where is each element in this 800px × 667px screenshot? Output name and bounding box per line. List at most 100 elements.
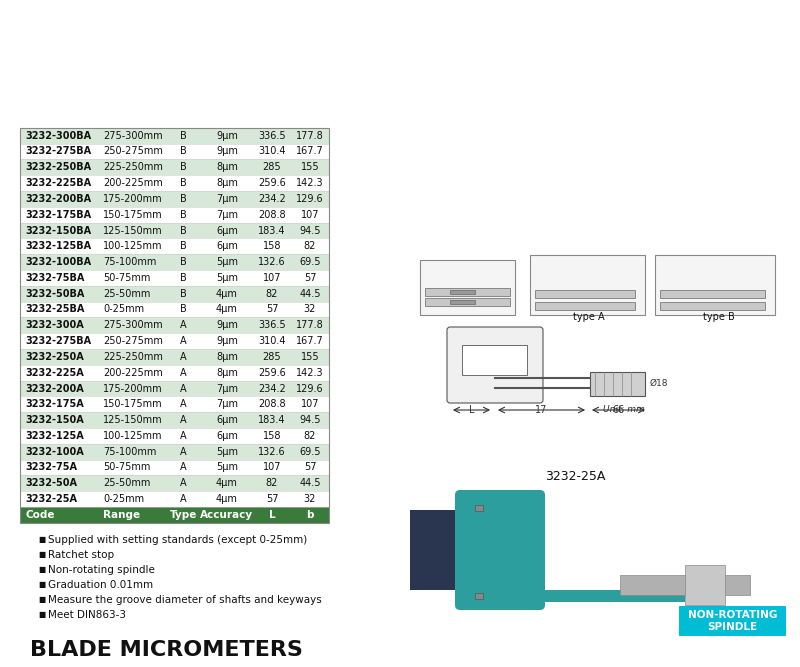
- Bar: [20, 143, 329, 159]
- Bar: [450, 300, 475, 304]
- Text: 142.3: 142.3: [296, 178, 324, 188]
- Text: 310.4: 310.4: [258, 336, 286, 346]
- Text: 200-225mm: 200-225mm: [103, 178, 162, 188]
- Text: 167.7: 167.7: [296, 147, 324, 157]
- Text: 50-75mm: 50-75mm: [103, 462, 150, 472]
- Text: A: A: [180, 494, 187, 504]
- Text: 82: 82: [304, 241, 316, 251]
- Text: 129.6: 129.6: [296, 384, 324, 394]
- Text: 275-300mm: 275-300mm: [103, 131, 162, 141]
- Text: A: A: [180, 320, 187, 330]
- Text: 129.6: 129.6: [296, 194, 324, 204]
- Bar: [590, 372, 645, 396]
- Bar: [410, 510, 465, 590]
- Text: 7μm: 7μm: [216, 194, 238, 204]
- Text: 8μm: 8μm: [216, 162, 238, 172]
- Bar: [20, 270, 329, 285]
- Bar: [535, 290, 635, 298]
- Bar: [20, 207, 329, 223]
- Text: B: B: [180, 131, 187, 141]
- Bar: [450, 290, 475, 294]
- Text: 44.5: 44.5: [299, 289, 321, 299]
- Text: 3232-75A: 3232-75A: [25, 462, 77, 472]
- Text: 5μm: 5μm: [216, 273, 238, 283]
- Text: 3232-175BA: 3232-175BA: [25, 209, 91, 219]
- Text: A: A: [180, 462, 187, 472]
- Text: 82: 82: [304, 431, 316, 441]
- Text: A: A: [180, 352, 187, 362]
- FancyBboxPatch shape: [455, 490, 545, 610]
- Text: BLADE MICROMETERS: BLADE MICROMETERS: [30, 640, 303, 660]
- Text: 6μm: 6μm: [216, 431, 238, 441]
- Text: 132.6: 132.6: [258, 447, 286, 457]
- Text: 32: 32: [304, 305, 316, 315]
- Bar: [20, 349, 329, 365]
- Text: 66: 66: [612, 405, 625, 415]
- Bar: [20, 175, 329, 191]
- Text: 158: 158: [262, 431, 282, 441]
- Text: 0.4: 0.4: [678, 306, 691, 315]
- Text: 57: 57: [304, 273, 316, 283]
- Bar: [20, 159, 329, 175]
- Text: 57: 57: [304, 462, 316, 472]
- Text: 3232-150BA: 3232-150BA: [25, 225, 91, 235]
- Text: NON-ROTATING
SPINDLE: NON-ROTATING SPINDLE: [688, 610, 777, 632]
- Text: 6: 6: [662, 271, 668, 279]
- Text: 75-100mm: 75-100mm: [103, 447, 156, 457]
- Text: 25-50mm: 25-50mm: [103, 478, 150, 488]
- Text: 150-175mm: 150-175mm: [103, 209, 162, 219]
- Text: Measure the groove diameter of shafts and keyways: Measure the groove diameter of shafts an…: [48, 595, 322, 605]
- Text: 3232-100A: 3232-100A: [25, 447, 84, 457]
- Text: B: B: [180, 241, 187, 251]
- Text: Ø18: Ø18: [650, 378, 669, 388]
- Text: b: b: [306, 510, 314, 520]
- Bar: [20, 223, 329, 238]
- Text: 5μm: 5μm: [216, 462, 238, 472]
- Text: 3232-200BA: 3232-200BA: [25, 194, 91, 204]
- Bar: [20, 254, 329, 270]
- Bar: [20, 301, 329, 317]
- Text: 57: 57: [266, 494, 278, 504]
- Text: 100-125mm: 100-125mm: [103, 431, 162, 441]
- Text: 285: 285: [262, 162, 282, 172]
- Text: 69.5: 69.5: [299, 447, 321, 457]
- Text: 3232-175A: 3232-175A: [25, 400, 84, 410]
- Text: 9μm: 9μm: [216, 336, 238, 346]
- Text: 3232-25BA: 3232-25BA: [25, 305, 84, 315]
- Bar: [20, 365, 329, 381]
- Text: B: B: [180, 289, 187, 299]
- Text: 200-225mm: 200-225mm: [103, 368, 162, 378]
- Text: L: L: [469, 405, 474, 415]
- Text: B: B: [180, 209, 187, 219]
- Text: 3232-250BA: 3232-250BA: [25, 162, 91, 172]
- Bar: [20, 491, 329, 507]
- Text: 8μm: 8μm: [216, 368, 238, 378]
- Text: 6: 6: [538, 271, 542, 279]
- Text: 0.75: 0.75: [550, 306, 570, 315]
- Text: A: A: [180, 384, 187, 394]
- Text: 6μm: 6μm: [216, 415, 238, 425]
- Text: 3232-225A: 3232-225A: [25, 368, 84, 378]
- Text: 69.5: 69.5: [299, 257, 321, 267]
- Text: 57: 57: [266, 305, 278, 315]
- Text: B: B: [180, 178, 187, 188]
- Text: 3232-125BA: 3232-125BA: [25, 241, 91, 251]
- Text: 5μm: 5μm: [216, 447, 238, 457]
- Text: 9μm: 9μm: [216, 131, 238, 141]
- Text: ■: ■: [38, 550, 46, 559]
- Bar: [420, 260, 515, 315]
- Text: A: A: [180, 400, 187, 410]
- Text: B: B: [180, 194, 187, 204]
- Text: 6.5: 6.5: [583, 306, 597, 315]
- Text: 175-200mm: 175-200mm: [103, 194, 162, 204]
- Text: 234.2: 234.2: [258, 194, 286, 204]
- Text: ■: ■: [38, 535, 46, 544]
- Bar: [20, 128, 329, 143]
- Text: 32: 32: [304, 494, 316, 504]
- Text: 94.5: 94.5: [299, 225, 321, 235]
- Text: 208.8: 208.8: [258, 209, 286, 219]
- Bar: [425, 288, 510, 296]
- Bar: [462, 345, 527, 375]
- Text: B: B: [180, 305, 187, 315]
- Text: 155: 155: [301, 162, 319, 172]
